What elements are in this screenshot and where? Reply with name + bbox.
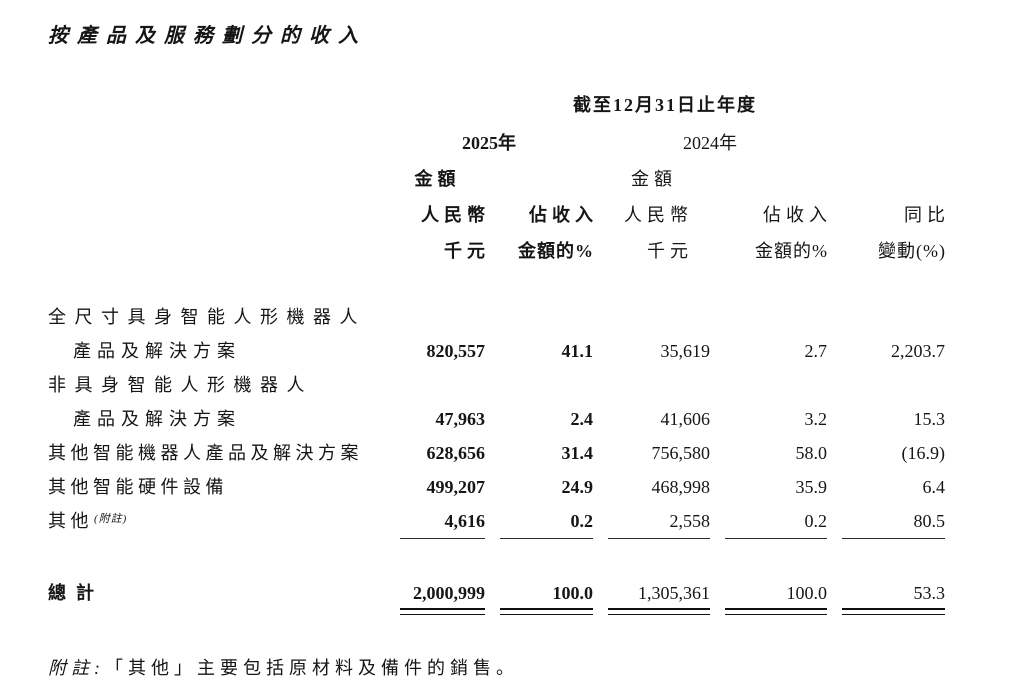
- revenue-by-product-table: 截至12月31日止年度 2025年 2024年 金額 金額 人民幣 佔收入 人民…: [48, 84, 945, 618]
- column-double-rule: [500, 608, 593, 615]
- row-2-amount-2024: 41,606: [660, 409, 711, 429]
- total-yoy-change: 53.3: [913, 583, 946, 603]
- year-2024-header: 2024年: [683, 133, 737, 153]
- row-1-pct-2025: 41.1: [561, 341, 594, 361]
- table-row: 非具身智能人形機器人: [48, 360, 945, 394]
- row-3-pct-2024: 58.0: [795, 443, 828, 463]
- row-5-pct-2024: 0.2: [804, 511, 828, 531]
- row-4-pct-2024: 35.9: [795, 477, 828, 497]
- total-pct-2024: 100.0: [786, 583, 828, 603]
- row-4-amount-2024: 468,998: [651, 477, 711, 497]
- column-double-rule: [842, 608, 946, 615]
- row-1-yoy-change: 2,203.7: [891, 341, 946, 361]
- thousand-2025-header: 千元: [444, 241, 490, 261]
- yoy-header-line1: 同比: [904, 205, 951, 225]
- row-5-label: 其他: [48, 511, 93, 531]
- footnote-label: 附註:: [48, 658, 105, 678]
- row-3-amount-2024: 756,580: [651, 443, 711, 463]
- spacer-row: [48, 262, 945, 292]
- row-3-yoy-change: (16.9): [901, 443, 946, 463]
- row-5-amount-2024: 2,558: [669, 511, 711, 531]
- row-5-note-marker: (附註): [94, 513, 128, 525]
- column-rule: [725, 538, 827, 539]
- column-double-rule: [400, 608, 485, 615]
- column-double-rule: [725, 608, 827, 615]
- thousand-2024-header: 千元: [647, 241, 693, 261]
- footnote: 附註:「其他」主要包括原材料及備件的銷售。: [48, 658, 945, 680]
- row-1-amount-2025: 820,557: [426, 341, 486, 361]
- rmb-2024-header: 人民幣: [624, 205, 693, 225]
- amount-2025-header: 金額: [414, 169, 461, 189]
- row-5-yoy-change: 80.5: [913, 511, 946, 531]
- spacer-row: [48, 544, 945, 570]
- table-row: 金額 金額: [48, 154, 945, 190]
- row-2-yoy-change: 15.3: [913, 409, 946, 429]
- row-1-pct-2024: 2.7: [804, 341, 828, 361]
- table-row: 截至12月31日止年度: [48, 84, 945, 118]
- total-label: 總計: [48, 583, 104, 603]
- rmb-2025-header: 人民幣: [421, 205, 490, 225]
- section-title: 按產品及服務劃分的收入: [48, 25, 367, 47]
- total-pct-2025: 100.0: [552, 583, 594, 603]
- yoy-header-line2: 變動(%): [878, 241, 947, 261]
- pct-2025-header-line2: 金額的%: [518, 241, 594, 261]
- column-rule: [500, 538, 593, 539]
- row-3-pct-2025: 31.4: [561, 443, 594, 463]
- row-5-pct-2025: 0.2: [570, 511, 594, 531]
- total-amount-2025: 2,000,999: [413, 583, 485, 603]
- table-row: 產品及解決方案 47,963 2.4 41,606 3.2 15.3: [48, 394, 945, 428]
- column-rule: [400, 538, 485, 539]
- table-row: 千元 金額的% 千元 金額的% 變動(%): [48, 226, 945, 262]
- table-row: 其他智能機器人產品及解決方案 628,656 31.4 756,580 58.0…: [48, 428, 945, 462]
- table-row: 其他智能硬件設備 499,207 24.9 468,998 35.9 6.4: [48, 462, 945, 496]
- double-rule-row: [48, 602, 946, 618]
- row-4-pct-2025: 24.9: [561, 477, 594, 497]
- amount-2024-header: 金額: [631, 169, 677, 189]
- period-header: 截至12月31日止年度: [573, 95, 757, 115]
- row-2-label-line-1: 非具身智能人形機器人: [48, 375, 313, 395]
- total-row: 總計 2,000,999 100.0 1,305,361 100.0 53.3: [48, 570, 945, 602]
- pct-2024-header-line1: 佔收入: [763, 205, 832, 225]
- year-2025-header: 2025年: [462, 133, 516, 153]
- row-2-pct-2025: 2.4: [570, 409, 594, 429]
- column-double-rule: [608, 608, 710, 615]
- column-rule: [842, 538, 946, 539]
- column-rule: [608, 538, 710, 539]
- table-row: 人民幣 佔收入 人民幣 佔收入 同比: [48, 190, 945, 226]
- row-2-label-line-2: 產品及解決方案: [73, 409, 241, 429]
- row-3-label: 其他智能機器人產品及解決方案: [48, 443, 363, 463]
- table-row: 2025年 2024年: [48, 118, 945, 154]
- row-3-amount-2025: 628,656: [426, 443, 486, 463]
- row-1-amount-2024: 35,619: [660, 341, 711, 361]
- row-4-yoy-change: 6.4: [922, 477, 946, 497]
- footnote-text: 「其他」主要包括原材料及備件的銷售。: [105, 658, 519, 678]
- table-row: 全尺寸具身智能人形機器人: [48, 292, 945, 326]
- table-row: 產品及解決方案 820,557 41.1 35,619 2.7 2,203.7: [48, 326, 945, 360]
- single-rule-row: [48, 530, 946, 544]
- pct-2024-header-line2: 金額的%: [755, 241, 828, 261]
- row-4-label: 其他智能硬件設備: [48, 477, 228, 497]
- row-4-amount-2025: 499,207: [426, 477, 486, 497]
- row-1-label-line-1: 全尺寸具身智能人形機器人: [48, 307, 366, 327]
- row-2-amount-2025: 47,963: [435, 409, 486, 429]
- total-amount-2024: 1,305,361: [638, 583, 710, 603]
- row-1-label-line-2: 產品及解決方案: [73, 341, 241, 361]
- row-5-amount-2025: 4,616: [444, 511, 486, 531]
- pct-2025-header-line1: 佔收入: [529, 205, 598, 225]
- table-row: 其他(附註) 4,616 0.2 2,558 0.2 80.5: [48, 496, 945, 530]
- row-2-pct-2024: 3.2: [804, 409, 828, 429]
